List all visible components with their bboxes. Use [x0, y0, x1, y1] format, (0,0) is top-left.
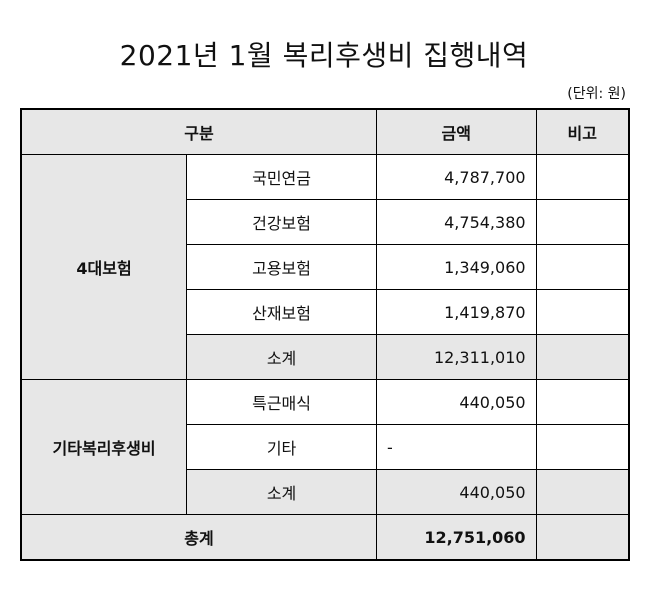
row-item: 산재보험	[186, 289, 377, 335]
row-amount: 4,754,380	[376, 199, 537, 245]
table-row: 산재보험 1,419,870	[21, 289, 630, 335]
row-amount: 1,419,870	[376, 289, 537, 335]
table-row: 건강보험 4,754,380	[21, 199, 630, 245]
subtotal-amount: 440,050	[376, 469, 537, 515]
total-note	[535, 514, 630, 561]
total-row: 총계 12,751,060	[20, 514, 630, 561]
subtotal-note	[535, 469, 630, 515]
table-row: 고용보험 1,349,060	[21, 244, 630, 290]
page-title: 2021년 1월 복리후생비 집행내역	[119, 39, 529, 72]
row-amount: 440,050	[376, 379, 537, 425]
row-item: 국민연금	[186, 154, 377, 200]
subtotal-label: 소계	[186, 469, 377, 515]
group-label-other: 기타복리후생비	[20, 379, 188, 515]
subtotal-amount: 12,311,010	[376, 334, 537, 380]
header-note: 비고	[535, 108, 630, 155]
group-label-insurance: 4대보험	[20, 154, 188, 380]
row-note	[535, 199, 630, 245]
subtotal-note	[535, 334, 630, 380]
row-item: 특근매식	[186, 379, 377, 425]
row-note	[535, 154, 630, 200]
row-amount: -	[376, 424, 537, 470]
table-row: 기타복리후생비 특근매식 440,050	[20, 379, 630, 515]
row-amount: 4,787,700	[376, 154, 537, 200]
total-label: 총계	[20, 514, 377, 561]
row-note	[535, 244, 630, 290]
header-category: 구분	[20, 108, 377, 155]
row-item: 고용보험	[186, 244, 377, 290]
table-header-row: 구분 금액 비고	[20, 108, 630, 155]
subtotal-row: 소계 12,311,010	[21, 334, 630, 380]
header-amount: 금액	[376, 108, 537, 155]
subtotal-label: 소계	[186, 334, 377, 380]
table-row: 4대보험 국민연금 4,787,700	[20, 154, 630, 380]
row-note	[535, 289, 630, 335]
row-note	[535, 424, 630, 470]
row-item: 기타	[186, 424, 377, 470]
row-amount: 1,349,060	[376, 244, 537, 290]
total-amount: 12,751,060	[376, 514, 537, 561]
table-row: 기타 -	[21, 424, 630, 470]
row-note	[535, 379, 630, 425]
unit-note: (단위: 원)	[567, 86, 626, 102]
subtotal-row: 소계 440,050	[21, 469, 630, 515]
expense-table: 구분 금액 비고 4대보험 국민연금 4,787,700 건강보험 4,754,…	[20, 108, 630, 561]
row-item: 건강보험	[186, 199, 377, 245]
